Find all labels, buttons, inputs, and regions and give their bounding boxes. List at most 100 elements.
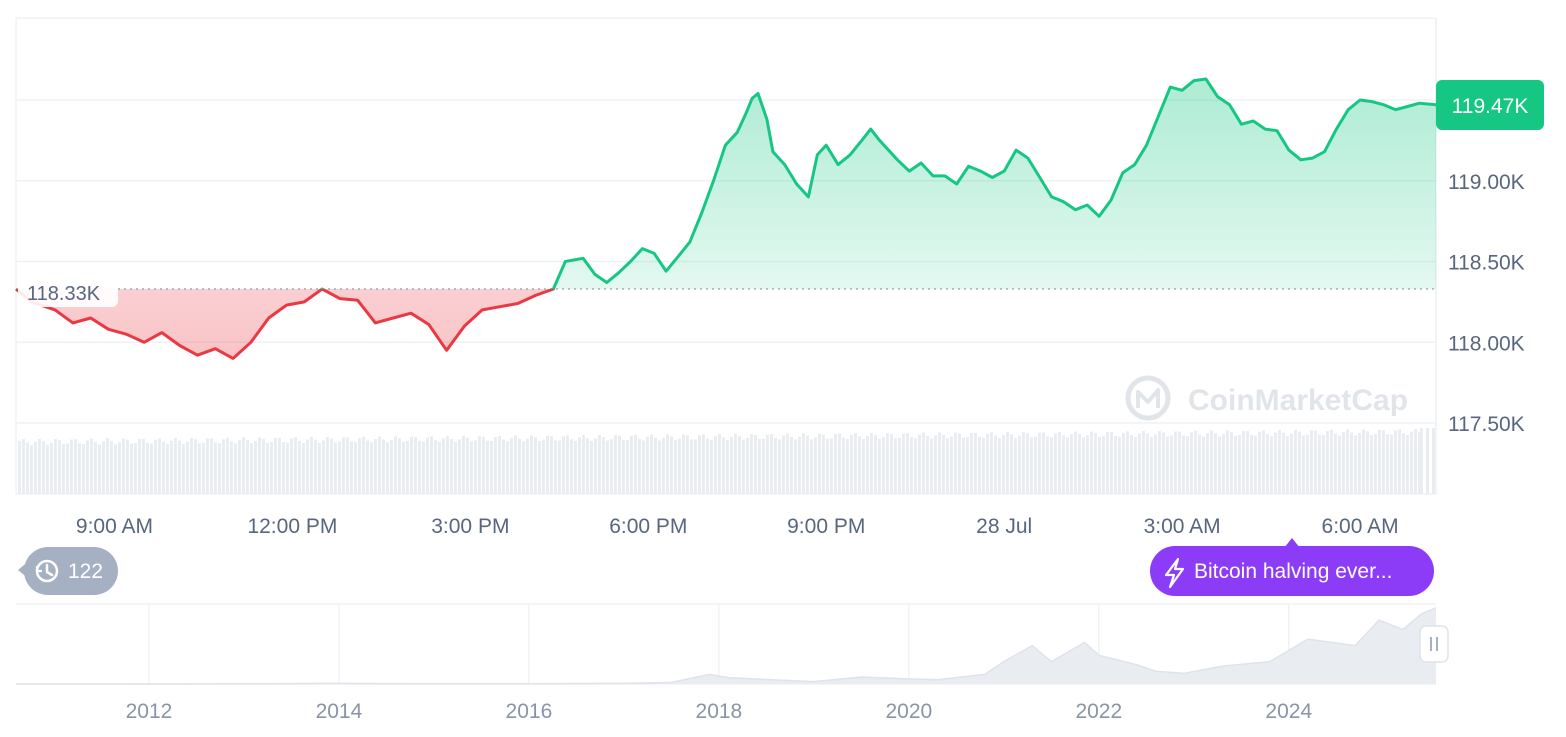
volume-bar <box>666 434 669 494</box>
volume-bar <box>654 437 657 494</box>
volume-bar <box>242 437 245 494</box>
volume-bar <box>298 440 301 494</box>
volume-bar <box>850 435 853 494</box>
volume-bar <box>790 436 793 494</box>
volume-bar <box>1378 429 1381 494</box>
volume-bar <box>390 439 393 494</box>
volume-bar <box>594 438 597 494</box>
volume-bar <box>698 435 701 494</box>
volume-bar <box>978 436 981 494</box>
volume-bar <box>930 438 933 494</box>
volume-bar <box>414 437 417 494</box>
volume-bar <box>834 434 837 494</box>
volume-bar <box>826 438 829 494</box>
volume-bar <box>806 435 809 494</box>
volume-bar <box>1158 431 1161 494</box>
x-tick-label: 3:00 PM <box>431 515 509 538</box>
volume-bar <box>1146 433 1149 494</box>
volume-bar <box>286 442 289 494</box>
volume-bar <box>98 444 101 494</box>
volume-bar <box>614 435 617 494</box>
volume-bar <box>1186 436 1189 494</box>
volume-bar <box>1210 430 1213 494</box>
navigator-handle[interactable] <box>1419 625 1449 663</box>
volume-bar <box>1298 431 1301 494</box>
volume-bar <box>778 439 781 494</box>
volume-bar <box>1126 431 1129 494</box>
volume-bar <box>114 444 117 494</box>
volume-bar <box>482 436 485 494</box>
bitcoin-halving-event-button[interactable]: Bitcoin halving ever... <box>1150 538 1434 596</box>
volume-bar <box>54 439 57 494</box>
volume-bar <box>1362 429 1365 494</box>
volume-bar <box>106 438 109 494</box>
volume-bar <box>518 438 521 494</box>
navigator-area <box>16 607 1436 684</box>
volume-bar <box>394 436 397 494</box>
y-tick-label: 118.50K <box>1448 252 1525 275</box>
history-button[interactable]: 122 <box>18 547 118 595</box>
volume-bar <box>26 442 29 494</box>
volume-bar <box>362 436 365 494</box>
volume-bar <box>350 441 353 494</box>
volume-bar <box>110 440 113 494</box>
volume-bar <box>762 438 765 494</box>
volume-bar <box>86 440 89 494</box>
volume-bar <box>1118 436 1121 494</box>
volume-bar <box>166 443 169 494</box>
volume-bar <box>454 441 457 494</box>
volume-bar <box>1194 430 1197 494</box>
navigator[interactable]: 2012 2014 2016 2018 2020 2022 2024 <box>15 603 1437 723</box>
volume-bar <box>438 441 441 494</box>
volume-bar <box>1178 431 1181 494</box>
volume-bar <box>1406 434 1409 494</box>
volume-bar <box>986 433 989 494</box>
volume-bar <box>142 438 145 494</box>
volume-bar <box>1026 433 1029 494</box>
volume-bar <box>450 438 453 494</box>
volume-bar <box>266 442 269 494</box>
volume-bar <box>1242 430 1245 494</box>
volume-bar <box>306 439 309 494</box>
lightning-icon <box>1164 557 1185 589</box>
volume-bar <box>1278 430 1281 494</box>
volume-bar <box>1306 434 1309 494</box>
history-count: 122 <box>68 560 103 583</box>
volume-bar <box>214 442 217 494</box>
volume-bar <box>1070 434 1073 494</box>
volume-bar <box>366 440 369 494</box>
x-tick-label: 6:00 PM <box>609 515 687 538</box>
volume-bar <box>278 437 281 494</box>
volume-bar <box>1230 432 1233 494</box>
volume-bar <box>1310 430 1313 494</box>
volume-bar <box>402 441 405 494</box>
volume-bar <box>582 434 585 494</box>
volume-bar <box>958 433 961 494</box>
volume-bar <box>478 436 481 494</box>
volume-bar <box>1286 435 1289 494</box>
volume-bar <box>570 439 573 494</box>
volume-bar <box>598 434 601 494</box>
baseline-value: 118.33K <box>27 283 101 305</box>
x-tick-label: 28 Jul <box>976 515 1032 538</box>
volume-bar <box>718 434 721 494</box>
volume-bar <box>1018 435 1021 494</box>
volume-bar <box>770 434 773 494</box>
volume-bar <box>1174 431 1177 494</box>
volume-bar <box>206 438 209 494</box>
volume-bar <box>1382 430 1385 494</box>
volume-bar <box>854 433 857 494</box>
volume-bar <box>814 437 817 494</box>
volume-bar <box>818 433 821 494</box>
volume-bar <box>546 435 549 494</box>
volume-bar <box>646 436 649 494</box>
volume-bar <box>134 443 137 494</box>
volume-bar <box>726 439 729 494</box>
volume-bar <box>910 437 913 494</box>
volume-bar <box>234 443 237 494</box>
volume-bar <box>1006 431 1009 494</box>
volume-bar <box>1062 435 1065 494</box>
volume-bar <box>226 437 229 494</box>
volume-bar <box>686 435 689 494</box>
volume-bar <box>466 437 469 494</box>
